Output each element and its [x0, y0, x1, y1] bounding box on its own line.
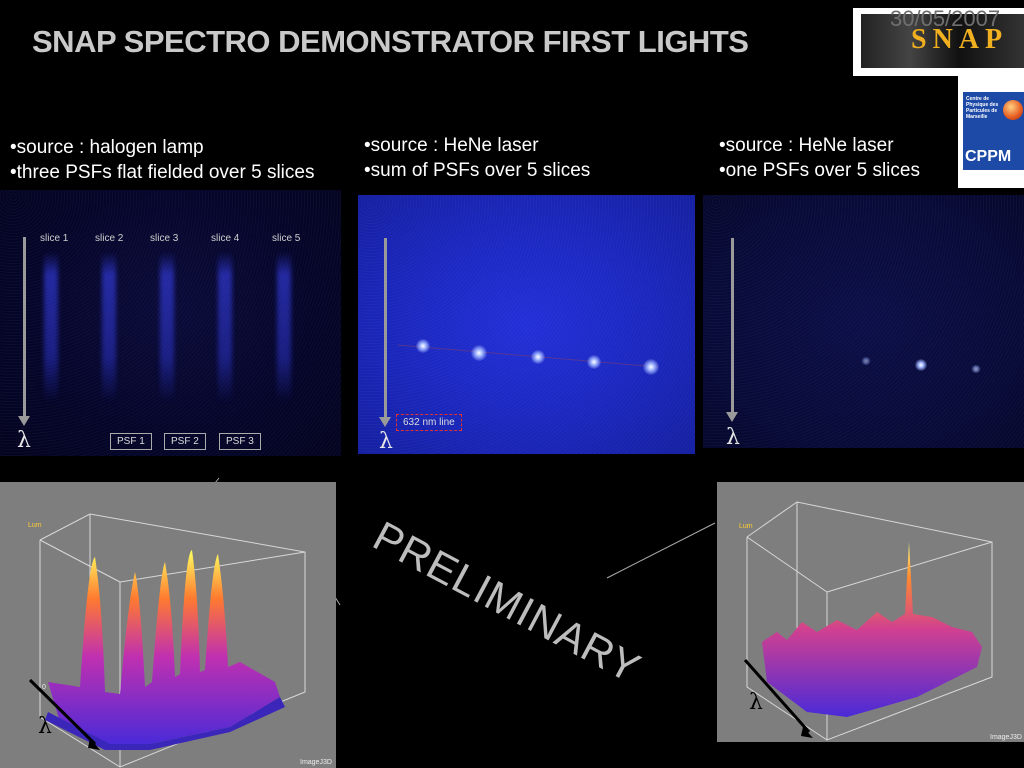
slice-label-4: slice 4 [211, 233, 240, 244]
slice-label-2: slice 2 [95, 233, 124, 244]
laser-spot-3 [971, 365, 981, 373]
slice-streak-3 [160, 252, 174, 402]
middle-bullet-1: •source : HeNe laser [364, 135, 539, 156]
slice-label-5: slice 5 [272, 233, 301, 244]
wavelength-arrow-head [18, 416, 30, 426]
psf-label-1: PSF 1 [110, 433, 152, 450]
plot-footer: ImageJ3D [300, 759, 332, 766]
wavelength-arrow [23, 237, 26, 417]
line-label: 632 nm line [396, 414, 462, 431]
laser-spot-1 [416, 339, 430, 353]
halogen-image: slice 1 slice 2 slice 3 slice 4 slice 5 … [0, 190, 341, 456]
plot-footer: ImageJ3D [990, 734, 1022, 741]
preliminary-stamp-wrapper: PRELIMINARY [366, 512, 688, 692]
laser-spot-4 [587, 355, 601, 369]
laser-trace [397, 344, 659, 368]
laser-spot-2 [471, 345, 487, 361]
lambda-symbol: λ [749, 690, 763, 715]
right-bullet-2: •one PSFs over 5 slices [719, 160, 920, 181]
wavelength-arrow-head [379, 417, 391, 427]
lambda-symbol: λ [17, 428, 31, 453]
left-bullet-1: •source : halogen lamp [10, 137, 204, 158]
image-noise [358, 195, 695, 454]
laser-spot-2 [915, 359, 927, 371]
slice-streak-2 [102, 252, 116, 402]
wavelength-arrow-head [726, 412, 738, 422]
slice-streak-1 [44, 252, 58, 402]
lambda-symbol: λ [38, 714, 52, 739]
plot-axis-label: Lum [739, 523, 753, 530]
plot-axis-label: Lum [28, 522, 42, 529]
cppm-logo-text: CPPM [965, 148, 1012, 165]
slice-streak-4 [218, 252, 232, 402]
psf-label-3: PSF 3 [219, 433, 261, 450]
lambda-symbol: λ [379, 429, 393, 454]
left-bullets: •source : halogen lamp •three PSFs flat … [10, 135, 314, 185]
right-bullets: •source : HeNe laser •one PSFs over 5 sl… [719, 133, 920, 183]
right-bullet-1: •source : HeNe laser [719, 135, 894, 156]
surface-plot [28, 513, 306, 768]
snap-logo: SNAP [853, 8, 1024, 76]
date-label: 30/05/2007 [890, 6, 1001, 31]
cppm-logo-sphere [1003, 100, 1023, 120]
cppm-logo-box: Centre de Physique des Particules de Mar… [963, 92, 1024, 170]
middle-bullet-2: •sum of PSFs over 5 slices [364, 160, 591, 181]
laser-spot-3 [531, 350, 545, 364]
wavelength-arrow [384, 238, 387, 418]
page-title: SNAP SPECTRO DEMONSTRATOR FIRST LIGHTS [32, 24, 749, 59]
laser-3d-plot: Lum λ ImageJ3D [717, 482, 1024, 742]
plot-zero-tick: 0 [42, 684, 46, 691]
snap-logo-text: SNAP [911, 24, 1009, 55]
slice-label-3: slice 3 [150, 233, 179, 244]
slice-streak-5 [277, 252, 291, 402]
cppm-logo-subtitle: Centre de Physique des Particules de Mar… [966, 96, 999, 120]
laser-spot-5 [643, 359, 659, 375]
cppm-logo: Centre de Physique des Particules de Mar… [958, 68, 1024, 188]
left-bullet-2: •three PSFs flat fielded over 5 slices [10, 162, 315, 183]
lambda-symbol: λ [726, 425, 740, 448]
preliminary-stamp: PRELIMINARY [365, 512, 649, 692]
hene-single-image: λ [703, 195, 1024, 448]
slice-label-1: slice 1 [40, 233, 69, 244]
middle-bullets: •source : HeNe laser •sum of PSFs over 5… [364, 133, 590, 183]
snap-logo-image: SNAP [861, 14, 1024, 68]
hene-sum-image: λ 632 nm line [358, 195, 695, 454]
image-noise [703, 195, 1024, 448]
surface-plot [743, 501, 993, 741]
wavelength-arrow [731, 238, 734, 413]
laser-spot-1 [861, 357, 871, 365]
psf-label-2: PSF 2 [164, 433, 206, 450]
halogen-3d-plot: Lum 0 λ ImageJ3D [0, 482, 336, 768]
